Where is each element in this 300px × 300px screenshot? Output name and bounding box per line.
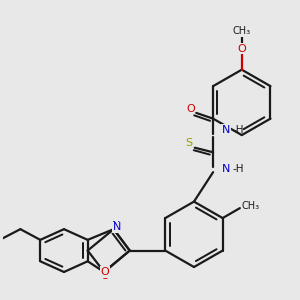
Text: O: O [100, 267, 109, 277]
Text: N: N [222, 125, 230, 135]
Text: N: N [112, 221, 121, 232]
Text: O: O [100, 271, 109, 281]
Text: N: N [112, 222, 121, 232]
Text: -H: -H [233, 125, 244, 135]
Text: CH₃: CH₃ [233, 26, 251, 37]
Text: O: O [186, 104, 195, 114]
Text: CH₃: CH₃ [241, 201, 259, 211]
Text: N: N [222, 164, 230, 174]
Text: -H: -H [233, 164, 244, 174]
Text: S: S [185, 139, 193, 148]
Text: O: O [237, 44, 246, 54]
